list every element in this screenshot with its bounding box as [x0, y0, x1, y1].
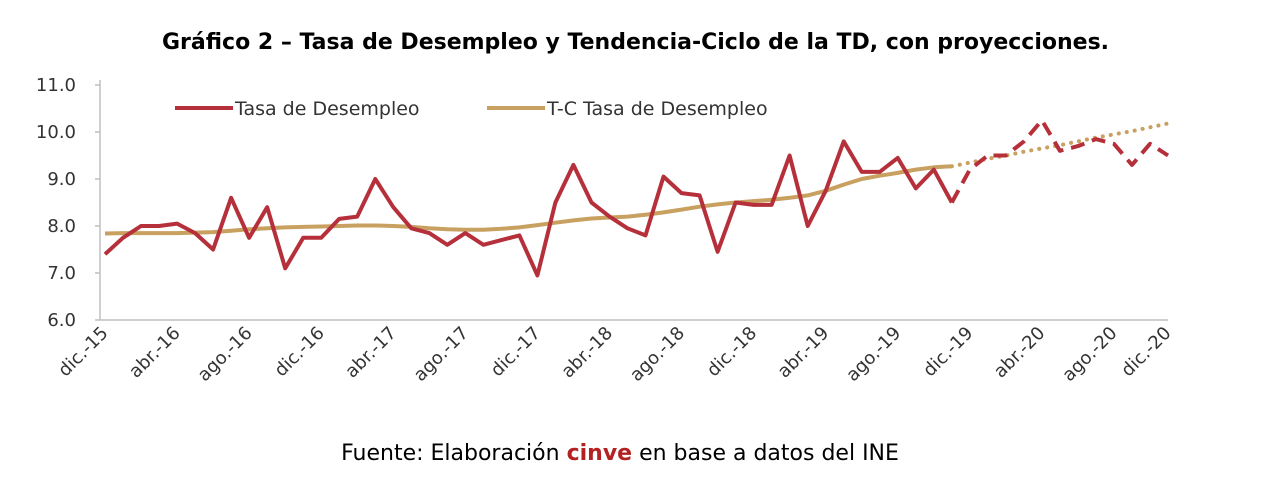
- legend-label: Tasa de Desempleo: [234, 98, 420, 120]
- x-tick-label: dic.-20: [1117, 323, 1175, 381]
- x-tick-label: abr.-20: [990, 323, 1050, 383]
- y-tick-label: 10.0: [36, 122, 76, 143]
- source-prefix: Fuente: Elaboración: [341, 441, 567, 466]
- y-tick-label: 8.0: [47, 216, 76, 237]
- x-tick-label: ago.-19: [842, 323, 905, 386]
- legend-label: T-C Tasa de Desempleo: [546, 98, 768, 120]
- source-suffix: en base a datos del INE: [632, 441, 899, 466]
- series-line-projection-1: [950, 118, 1170, 204]
- chart-axes: [95, 80, 1168, 321]
- x-tick-label: abr.-18: [557, 323, 617, 383]
- x-tick-label: abr.-17: [341, 323, 401, 383]
- x-tick-label: dic.-16: [270, 323, 328, 381]
- series-layer: [103, 118, 1170, 278]
- x-tick-labels: dic.-15 abr.-16 ago.-16 dic.-16 abr.-17 ago.-…: [54, 323, 1175, 386]
- source-brand: cinve: [566, 441, 633, 466]
- x-tick-label: dic.-19: [919, 323, 977, 381]
- chart-title: Gráfico 2 – Tasa de Desempleo y Tendenci…: [161, 30, 1110, 55]
- x-tick-label: ago.-16: [194, 323, 257, 386]
- x-tick-label: dic.-18: [703, 323, 761, 381]
- chart-legend: Tasa de Desempleo T-C Tasa de Desempleo: [175, 98, 768, 120]
- x-tick-label: ago.-18: [626, 323, 689, 386]
- y-tick-label: 7.0: [47, 263, 76, 284]
- x-tick-label: dic.-17: [487, 323, 545, 381]
- y-tick-label: 6.0: [47, 310, 76, 331]
- series-line-tasa-de-desempleo: [103, 139, 954, 278]
- y-tick-labels: 6.0 7.0 8.0 9.0 10.0 11.0: [36, 75, 76, 331]
- source-note: Fuente: Elaboración cinve en base a dato…: [0, 441, 1240, 466]
- y-tick-label: 11.0: [36, 75, 76, 96]
- x-tick-label: abr.-16: [125, 323, 185, 383]
- x-tick-label: ago.-17: [410, 323, 473, 386]
- x-tick-label: dic.-15: [54, 323, 112, 381]
- x-tick-label: abr.-19: [774, 323, 834, 383]
- y-tick-label: 9.0: [47, 169, 76, 190]
- x-tick-label: ago.-20: [1058, 323, 1121, 386]
